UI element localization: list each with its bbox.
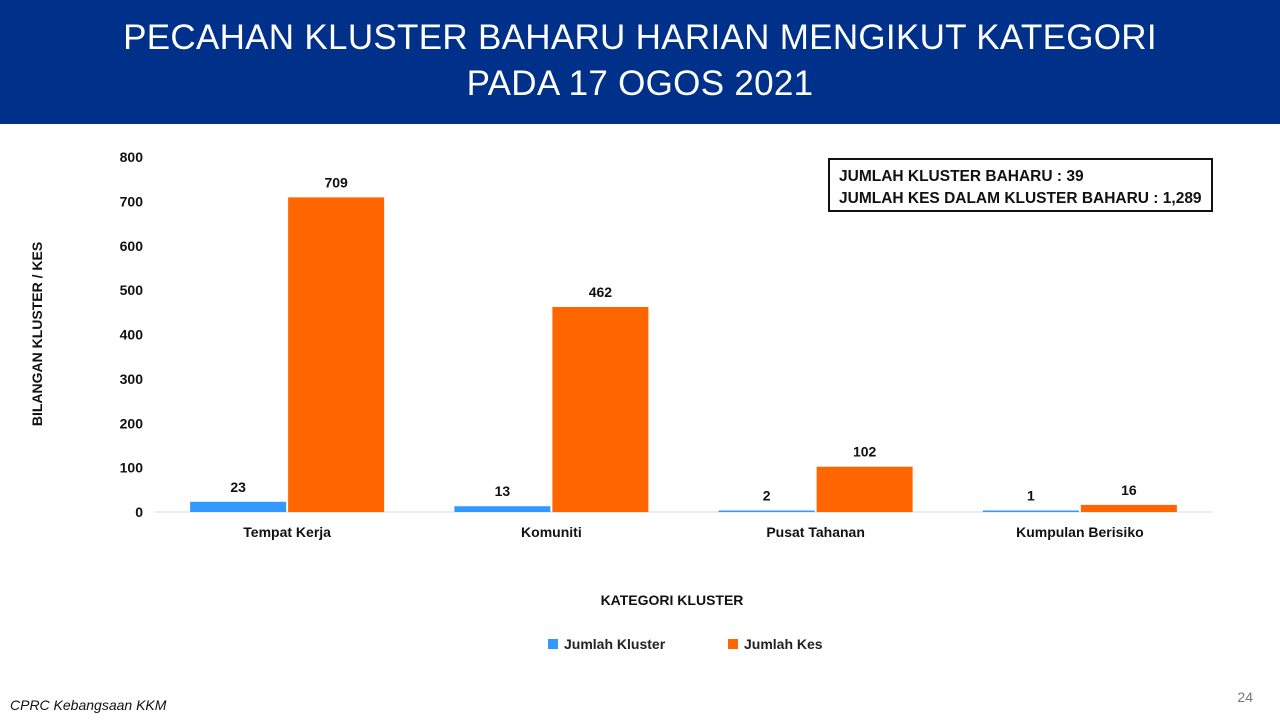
- y-tick-label-500: 500: [120, 282, 144, 298]
- x-axis-title: KATEGORI KLUSTER: [601, 592, 744, 608]
- page-title-line-1: PECAHAN KLUSTER BAHARU HARIAN MENGIKUT K…: [123, 18, 1157, 57]
- summary-box: JUMLAH KLUSTER BAHARU : 39 JUMLAH KES DA…: [828, 158, 1213, 212]
- y-tick-label-400: 400: [120, 327, 144, 343]
- summary-total-clusters: JUMLAH KLUSTER BAHARU : 39: [839, 168, 1084, 185]
- title-banner: PECAHAN KLUSTER BAHARU HARIAN MENGIKUT K…: [0, 0, 1280, 124]
- legend-item-jumlah-kes: Jumlah Kes: [728, 636, 823, 652]
- y-axis-title: BILANGAN KLUSTER / KES: [29, 242, 45, 426]
- data-label-jumlah-kluster-pusat-tahanan: 2: [763, 488, 771, 504]
- y-tick-label-300: 300: [120, 371, 144, 387]
- x-tick-label-pusat-tahanan: Pusat Tahanan: [766, 524, 865, 540]
- legend-label-jumlah-kes: Jumlah Kes: [744, 636, 823, 652]
- bar-chart: 0 100 200 300 400 500 600 700 800 23 709 Tempat Ker…: [29, 149, 1212, 608]
- x-tick-label-komuniti: Komuniti: [521, 524, 582, 540]
- source-footer: CPRC Kebangsaan KKM: [10, 697, 167, 713]
- bar-jumlah-kes-pusat-tahanan: [816, 466, 913, 512]
- data-label-jumlah-kes-tempat-kerja: 709: [324, 174, 348, 190]
- bar-jumlah-kluster-kumpulan-berisiko: [982, 510, 1079, 512]
- legend-item-jumlah-kluster: Jumlah Kluster: [548, 636, 665, 652]
- bar-jumlah-kes-kumpulan-berisiko: [1080, 504, 1177, 512]
- data-label-jumlah-kluster-komuniti: 13: [495, 483, 511, 499]
- y-tick-label-200: 200: [120, 415, 144, 431]
- y-tick-label-100: 100: [120, 460, 144, 476]
- chart-legend: Jumlah Kluster Jumlah Kes: [0, 636, 1280, 656]
- x-tick-label-kumpulan-berisiko: Kumpulan Berisiko: [1016, 524, 1144, 540]
- y-tick-label-700: 700: [120, 193, 144, 209]
- data-label-jumlah-kes-komuniti: 462: [589, 284, 613, 300]
- y-tick-label-0: 0: [135, 504, 143, 520]
- data-label-jumlah-kes-kumpulan-berisiko: 16: [1121, 482, 1137, 498]
- x-tick-label-tempat-kerja: Tempat Kerja: [243, 524, 331, 540]
- bar-jumlah-kluster-komuniti: [454, 506, 551, 512]
- bar-jumlah-kluster-tempat-kerja: [190, 501, 287, 512]
- legend-label-jumlah-kluster: Jumlah Kluster: [564, 636, 666, 652]
- page-title-line-2: PADA 17 OGOS 2021: [466, 64, 814, 103]
- y-tick-label-800: 800: [120, 149, 144, 165]
- data-label-jumlah-kluster-kumpulan-berisiko: 1: [1027, 488, 1035, 504]
- data-label-jumlah-kes-pusat-tahanan: 102: [853, 444, 877, 460]
- page-number: 24: [1237, 689, 1253, 705]
- legend-swatch-jumlah-kes: [728, 639, 738, 649]
- data-label-jumlah-kluster-tempat-kerja: 23: [230, 479, 246, 495]
- bar-jumlah-kes-tempat-kerja: [288, 197, 385, 512]
- legend-swatch-jumlah-kluster: [548, 639, 558, 649]
- summary-total-cases: JUMLAH KES DALAM KLUSTER BAHARU : 1,289: [839, 190, 1202, 207]
- bar-jumlah-kes-komuniti: [552, 306, 649, 512]
- bar-jumlah-kluster-pusat-tahanan: [718, 510, 815, 512]
- y-tick-label-600: 600: [120, 238, 144, 254]
